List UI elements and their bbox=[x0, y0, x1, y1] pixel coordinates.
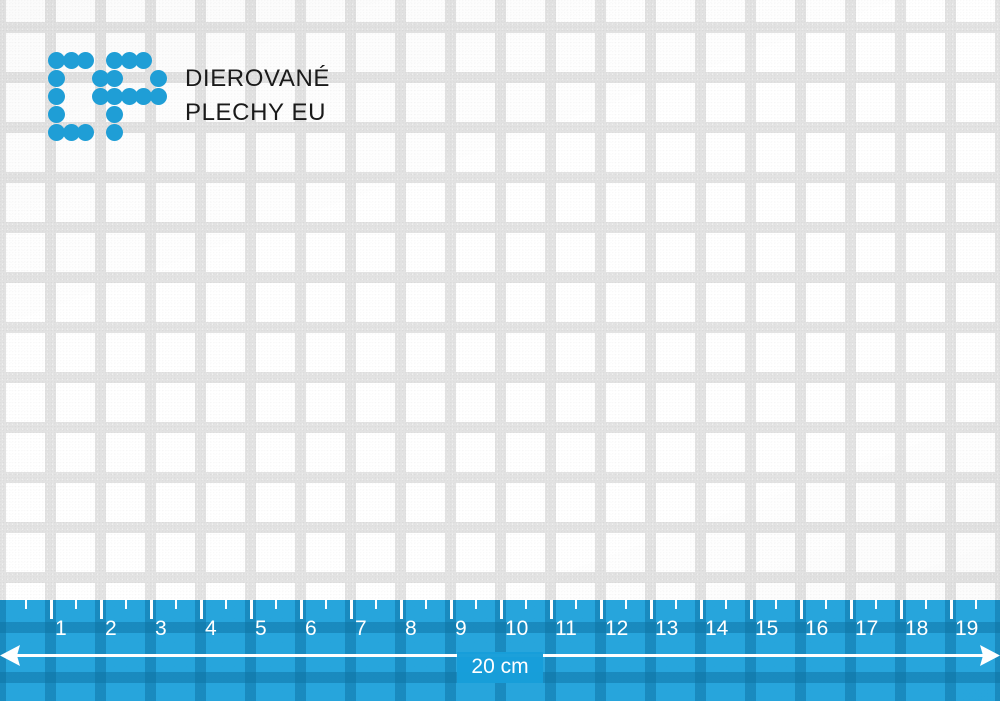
logo-dot bbox=[91, 88, 109, 105]
ruler-tick-minor bbox=[275, 600, 277, 609]
logo-dot bbox=[48, 124, 65, 141]
ruler-tick-minor bbox=[825, 600, 827, 609]
ruler-number: 8 bbox=[405, 617, 417, 640]
ruler-number: 4 bbox=[205, 617, 217, 640]
logo-dot bbox=[62, 124, 80, 141]
ruler-tick-minor bbox=[425, 600, 427, 609]
ruler-number: 19 bbox=[955, 617, 979, 640]
ruler-tick-minor bbox=[125, 600, 127, 609]
logo-dot bbox=[106, 124, 123, 141]
ruler-number: 10 bbox=[505, 617, 529, 640]
ruler-number: 13 bbox=[655, 617, 679, 640]
ruler-tick-minor bbox=[25, 600, 27, 609]
ruler-number: 3 bbox=[155, 617, 167, 640]
logo-dot bbox=[106, 52, 123, 69]
scale-ruler: 1 2 3 4 5 6 7 8 9 10 11 12 13 14 15 16 17 18 19 20 cm bbox=[0, 600, 1000, 701]
ruler-tick-major bbox=[650, 600, 653, 619]
ruler-number: 9 bbox=[455, 617, 467, 640]
ruler-number: 5 bbox=[255, 617, 267, 640]
logo-dot bbox=[120, 88, 138, 105]
ruler-tick-major bbox=[50, 600, 53, 619]
ruler-number: 12 bbox=[605, 617, 629, 640]
logo-dot bbox=[77, 52, 94, 69]
logo-dot bbox=[149, 70, 167, 87]
logo-dot bbox=[120, 52, 138, 69]
logo-dot bbox=[91, 70, 109, 87]
ruler-tick-minor bbox=[525, 600, 527, 609]
logo-dot bbox=[106, 106, 123, 123]
logo-dot bbox=[62, 52, 80, 69]
ruler-tick-major bbox=[100, 600, 103, 619]
ruler-tick-major bbox=[250, 600, 253, 619]
logo-dot bbox=[149, 88, 167, 105]
ruler-tick-major bbox=[500, 600, 503, 619]
logo-dot bbox=[106, 70, 123, 87]
ruler-tick-major bbox=[200, 600, 203, 619]
ruler-tick-major bbox=[450, 600, 453, 619]
measure-arrow-head-right bbox=[966, 645, 1000, 666]
brand-logo-text: DIEROVANÉ PLECHY EU bbox=[185, 65, 330, 126]
ruler-tick-major bbox=[300, 600, 303, 619]
ruler-number: 14 bbox=[705, 617, 729, 640]
total-length-label: 20 cm bbox=[0, 652, 1000, 683]
ruler-tick-major bbox=[850, 600, 853, 619]
logo-dot bbox=[48, 106, 65, 123]
ruler-number: 2 bbox=[105, 617, 117, 640]
ruler-tick-minor bbox=[625, 600, 627, 609]
ruler-number: 7 bbox=[355, 617, 367, 640]
ruler-tick-minor bbox=[475, 600, 477, 609]
logo-dot bbox=[48, 70, 65, 87]
ruler-number: 16 bbox=[805, 617, 829, 640]
ruler-tick-major bbox=[750, 600, 753, 619]
ruler-tick-minor bbox=[725, 600, 727, 609]
logo-dot bbox=[77, 124, 94, 141]
ruler-tick-minor bbox=[75, 600, 77, 609]
ruler-number: 18 bbox=[905, 617, 929, 640]
ruler-tick-major bbox=[350, 600, 353, 619]
ruler-tick-major bbox=[550, 600, 553, 619]
brand-logo: DIEROVANÉ PLECHY EU bbox=[48, 52, 330, 141]
ruler-tick-minor bbox=[175, 600, 177, 609]
logo-dot bbox=[135, 52, 152, 69]
total-length-value: 20 cm bbox=[457, 652, 543, 683]
ruler-tick-major bbox=[800, 600, 803, 619]
logo-dot bbox=[106, 88, 123, 105]
ruler-tick-minor bbox=[225, 600, 227, 609]
ruler-number: 11 bbox=[555, 617, 577, 640]
ruler-number: 1 bbox=[55, 617, 67, 640]
logo-dot bbox=[48, 88, 65, 105]
ruler-tick-minor bbox=[925, 600, 927, 609]
ruler-number: 15 bbox=[755, 617, 779, 640]
ruler-tick-major bbox=[700, 600, 703, 619]
ruler-tick-minor bbox=[875, 600, 877, 609]
ruler-number: 17 bbox=[855, 617, 879, 640]
ruler-tick-minor bbox=[975, 600, 977, 609]
ruler-tick-major bbox=[900, 600, 903, 619]
logo-dot bbox=[48, 52, 65, 69]
ruler-tick-major bbox=[600, 600, 603, 619]
ruler-tick-minor bbox=[375, 600, 377, 609]
ruler-tick-minor bbox=[675, 600, 677, 609]
ruler-tick-minor bbox=[325, 600, 327, 609]
ruler-tick-minor bbox=[775, 600, 777, 609]
dp-dot-matrix-icon bbox=[48, 52, 167, 141]
ruler-tick-major bbox=[150, 600, 153, 619]
ruler-tick-major bbox=[950, 600, 953, 619]
measure-arrow-head-left bbox=[0, 645, 34, 666]
ruler-tick-minor bbox=[575, 600, 577, 609]
logo-dot bbox=[135, 88, 152, 105]
ruler-number: 6 bbox=[305, 617, 317, 640]
ruler-tick-major bbox=[400, 600, 403, 619]
